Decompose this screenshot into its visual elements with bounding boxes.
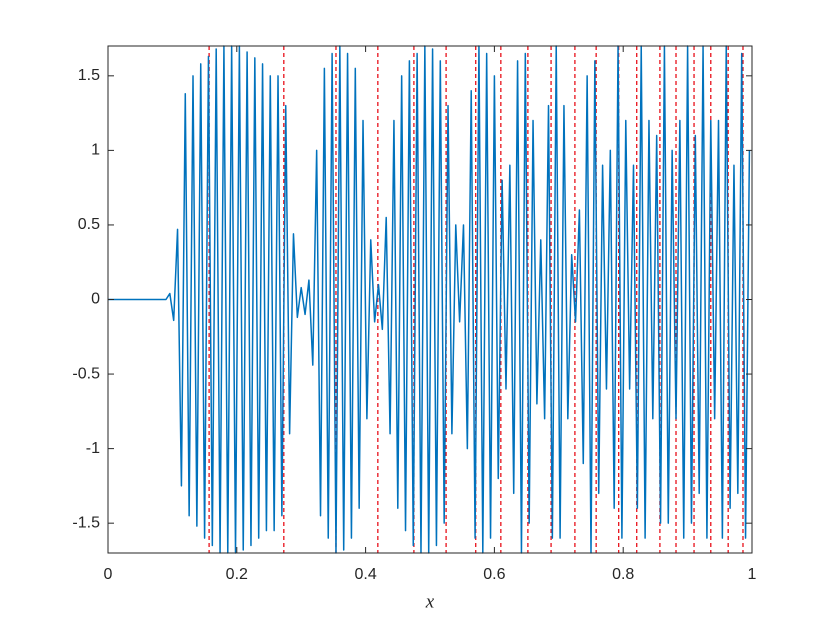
x-axis-label: x [425, 591, 435, 612]
x-tick-label: 1 [748, 566, 757, 583]
x-tick-label: 0.4 [354, 566, 376, 583]
y-tick-label: 0.5 [78, 216, 100, 233]
x-tick-label: 0.6 [483, 566, 505, 583]
y-tick-label: -1.5 [72, 514, 100, 531]
x-tick-label: 0.2 [226, 566, 248, 583]
y-tick-label: -0.5 [72, 365, 100, 382]
x-tick-label: 0 [104, 566, 113, 583]
y-tick-label: 1.5 [78, 67, 100, 84]
x-tick-label: 0.8 [612, 566, 634, 583]
y-tick-label: -1 [86, 440, 100, 457]
data-line [108, 45, 751, 554]
y-tick-label: 1 [91, 142, 100, 159]
y-tick-label: 0 [91, 291, 100, 308]
